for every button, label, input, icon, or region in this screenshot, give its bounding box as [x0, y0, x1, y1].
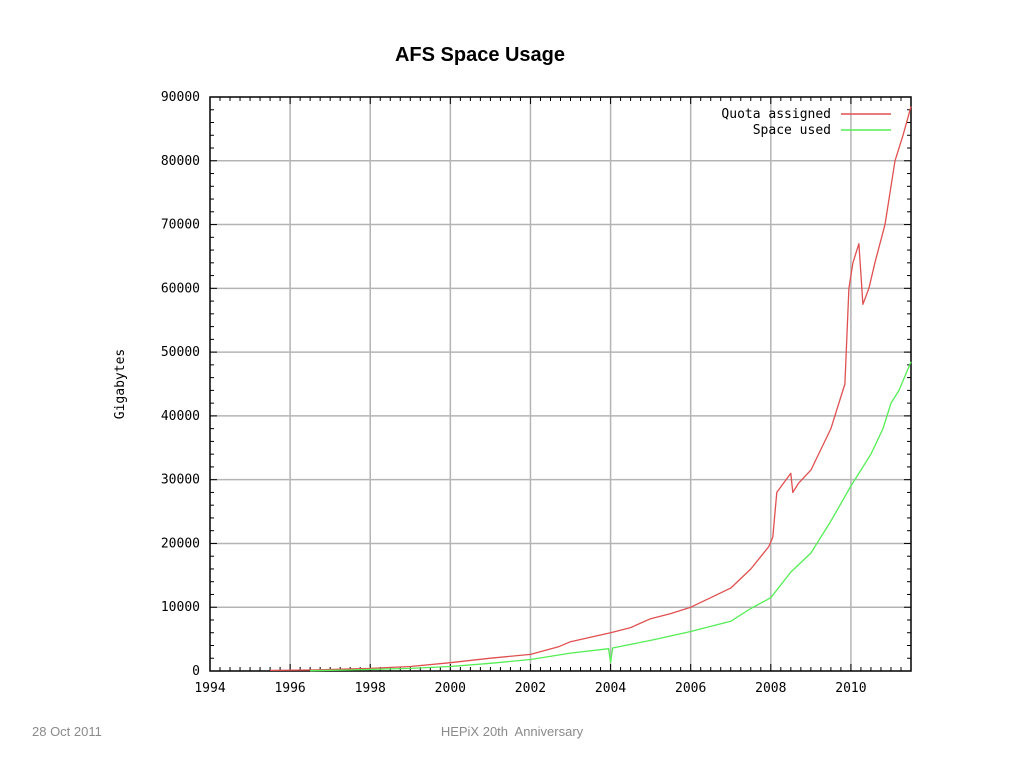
x-tick-label: 2006: [675, 681, 706, 695]
x-tick-label: 1998: [355, 681, 386, 695]
chart-axes: 1994 1996 1998 2000 2002 2004 2006 2008 2010 0 100…: [161, 90, 912, 695]
y-tick-label: 50000: [161, 345, 200, 360]
legend-label: Space used: [753, 123, 831, 138]
footer-date: 28 Oct 2011: [32, 724, 102, 739]
footer-event: HEPiX 20th Anniversary: [440, 724, 584, 739]
chart-grid: [210, 97, 911, 671]
y-tick-label: 70000: [161, 218, 200, 233]
series-line-space-used: [310, 361, 912, 672]
chart-series: [270, 106, 912, 672]
x-tick-label: 2010: [835, 681, 866, 695]
y-tick-label: 30000: [161, 473, 200, 488]
y-axis-label: Gigabytes: [113, 349, 128, 419]
x-tick-label: 2000: [435, 681, 466, 695]
y-tick-label: 90000: [161, 90, 200, 105]
y-tick-label: 10000: [161, 600, 200, 615]
y-tick-label: 80000: [161, 154, 200, 169]
y-tick-label: 40000: [161, 409, 200, 424]
legend-label: Quota assigned: [721, 107, 831, 122]
series-line-quota-assigned: [270, 106, 912, 672]
x-tick-label: 2002: [515, 681, 546, 695]
y-tick-label: 60000: [161, 281, 200, 296]
x-tick-label: 1996: [274, 681, 305, 695]
y-tick-label: 0: [192, 664, 200, 679]
slide-title: AFS Space Usage: [394, 44, 566, 66]
x-tick-label: 1994: [194, 681, 225, 695]
afs-space-usage-chart: 1994 1996 1998 2000 2002 2004 2006 2008 2010 0 100…: [113, 90, 912, 695]
y-tick-label: 20000: [161, 536, 200, 551]
plot-frame: [209, 96, 912, 672]
x-tick-label: 2008: [755, 681, 786, 695]
x-tick-label: 2004: [595, 681, 626, 695]
